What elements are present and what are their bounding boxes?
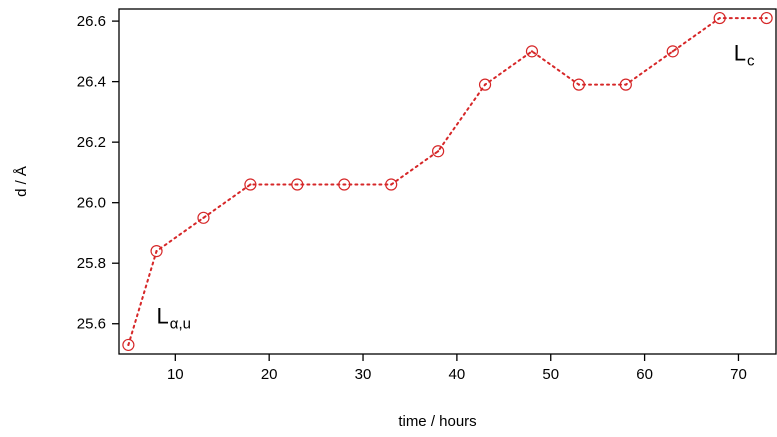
data-point-circle: [385, 178, 398, 191]
data-point-circle: [122, 338, 135, 352]
phase-label-main: L: [157, 304, 169, 329]
x-tick-label: 30: [355, 366, 372, 383]
x-tick-label: 10: [167, 366, 184, 383]
y-tick-label: 25.6: [77, 316, 106, 333]
data-point-dot: [390, 183, 393, 186]
data-point-circle: [150, 245, 163, 258]
data-point: [150, 245, 163, 258]
data-point: [713, 11, 726, 25]
data-point: [525, 45, 539, 58]
data-point-dot: [624, 83, 627, 86]
x-axis-title: time / hours: [398, 413, 476, 430]
data-point-circle: [525, 45, 539, 58]
x-tick-label: 20: [261, 366, 278, 383]
data-point-dot: [577, 83, 581, 86]
data-point: [385, 178, 398, 191]
data-point-dot: [127, 343, 130, 347]
y-tick-label: 26.4: [77, 74, 106, 91]
x-tick-label: 60: [636, 366, 653, 383]
data-point-dot: [765, 16, 768, 20]
data-point: [572, 78, 586, 91]
series-line: [127, 17, 768, 346]
annotations: Lα,uLc: [157, 40, 755, 332]
y-axis: 25.6 25.8 26.0 26.2 26.4 26.6: [77, 13, 119, 333]
phase-label-subscript: α,u: [170, 316, 191, 333]
data-point: [432, 145, 445, 158]
data-point-circle: [244, 178, 257, 191]
data-point-dot: [296, 183, 299, 186]
data-point-dot: [249, 183, 252, 186]
data-point-circle: [713, 11, 726, 25]
x-axis: 10 20 30 40 50 60 70: [167, 354, 747, 383]
x-tick-label: 70: [730, 366, 747, 383]
data-point-dot: [155, 250, 158, 253]
data-point-circle: [478, 78, 492, 91]
data-point: [244, 178, 257, 191]
data-point-circle: [197, 211, 210, 224]
phase-label-main: L: [734, 40, 746, 65]
data-point-circle: [432, 145, 445, 158]
y-tick-label: 26.6: [77, 13, 106, 30]
data-point: [122, 338, 135, 352]
data-point-circle: [666, 45, 679, 58]
data-point-circle: [291, 178, 304, 191]
y-tick-label: 25.8: [77, 255, 106, 272]
data-point: [478, 78, 492, 91]
y-axis-title: d / Å: [13, 166, 30, 197]
data-point: [619, 78, 632, 91]
phase-label: Lα,u: [157, 304, 191, 333]
data-point-dot: [718, 16, 721, 20]
data-point-circle: [338, 178, 351, 191]
y-tick-label: 26.2: [77, 134, 106, 151]
data-point-circle: [619, 78, 632, 91]
data-point: [760, 11, 773, 25]
phase-label: Lc: [734, 40, 755, 69]
plot-marks: [122, 11, 773, 352]
data-point: [197, 211, 210, 224]
data-point: [338, 178, 351, 191]
x-tick-label: 40: [449, 366, 466, 383]
data-point-dot: [437, 150, 440, 153]
data-point: [666, 45, 679, 58]
data-point-dot: [671, 50, 674, 53]
x-tick-label: 50: [542, 366, 559, 383]
data-point-dot: [530, 50, 534, 53]
data-point: [291, 178, 304, 191]
data-point-circle: [760, 11, 773, 25]
y-tick-label: 26.0: [77, 195, 106, 212]
data-point-dot: [202, 216, 205, 219]
data-point-dot: [483, 83, 487, 86]
data-point-circle: [572, 78, 586, 91]
data-point-dot: [343, 183, 346, 186]
plot-frame: [118, 8, 777, 355]
phase-label-subscript: c: [747, 52, 755, 69]
